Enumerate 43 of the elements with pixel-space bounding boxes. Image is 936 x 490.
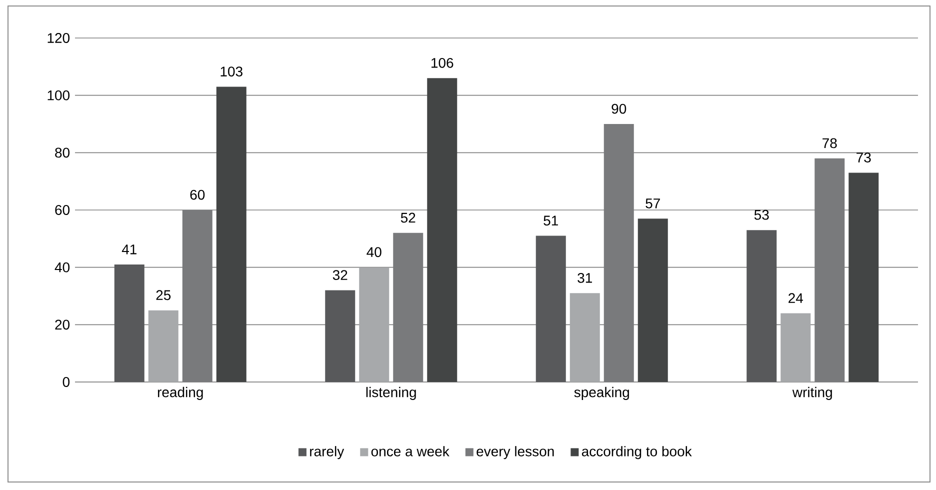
bar — [359, 267, 390, 382]
data-label: 90 — [612, 104, 626, 114]
bar — [216, 86, 246, 382]
x-tick-label: listening — [366, 386, 416, 400]
y-tick-label: 80 — [55, 148, 70, 158]
y-tick-label: 40 — [54, 262, 70, 272]
data-label: 52 — [400, 212, 416, 223]
data-label: 60 — [190, 190, 205, 200]
x-tick-label: writing — [792, 386, 832, 400]
bar — [536, 236, 566, 382]
bar — [325, 290, 356, 382]
data-label: 41 — [122, 244, 136, 254]
y-tick-label: 120 — [48, 33, 70, 43]
data-label: 78 — [822, 138, 837, 148]
legend-label: every lesson — [476, 446, 554, 460]
data-label: 32 — [332, 270, 348, 280]
data-label: 24 — [788, 293, 803, 303]
data-label: 31 — [578, 272, 592, 283]
bar — [746, 230, 777, 382]
legend-label: once a week — [371, 446, 450, 456]
y-tick-label: 20 — [55, 320, 70, 330]
bar — [638, 218, 668, 382]
bar — [570, 293, 600, 382]
legend-label: according to book — [582, 446, 692, 460]
y-tick-label: 60 — [55, 205, 70, 215]
data-label: 73 — [856, 152, 871, 162]
bar — [427, 78, 458, 382]
bar — [114, 264, 144, 382]
data-label: 53 — [754, 210, 769, 220]
x-tick-label: speaking — [574, 386, 629, 400]
bar — [848, 172, 879, 382]
data-label: 51 — [544, 216, 558, 226]
y-tick-label: 100 — [48, 90, 70, 100]
bar — [780, 313, 811, 382]
data-label: 103 — [220, 66, 242, 76]
y-tick-label: 0 — [62, 377, 70, 387]
x-tick-label: reading — [158, 386, 203, 400]
bar — [148, 310, 178, 382]
data-label: 57 — [646, 198, 660, 208]
data-label: 25 — [156, 290, 171, 300]
data-label: 40 — [366, 247, 382, 258]
legend-label: rarely — [310, 446, 344, 460]
data-label: 106 — [432, 58, 454, 68]
